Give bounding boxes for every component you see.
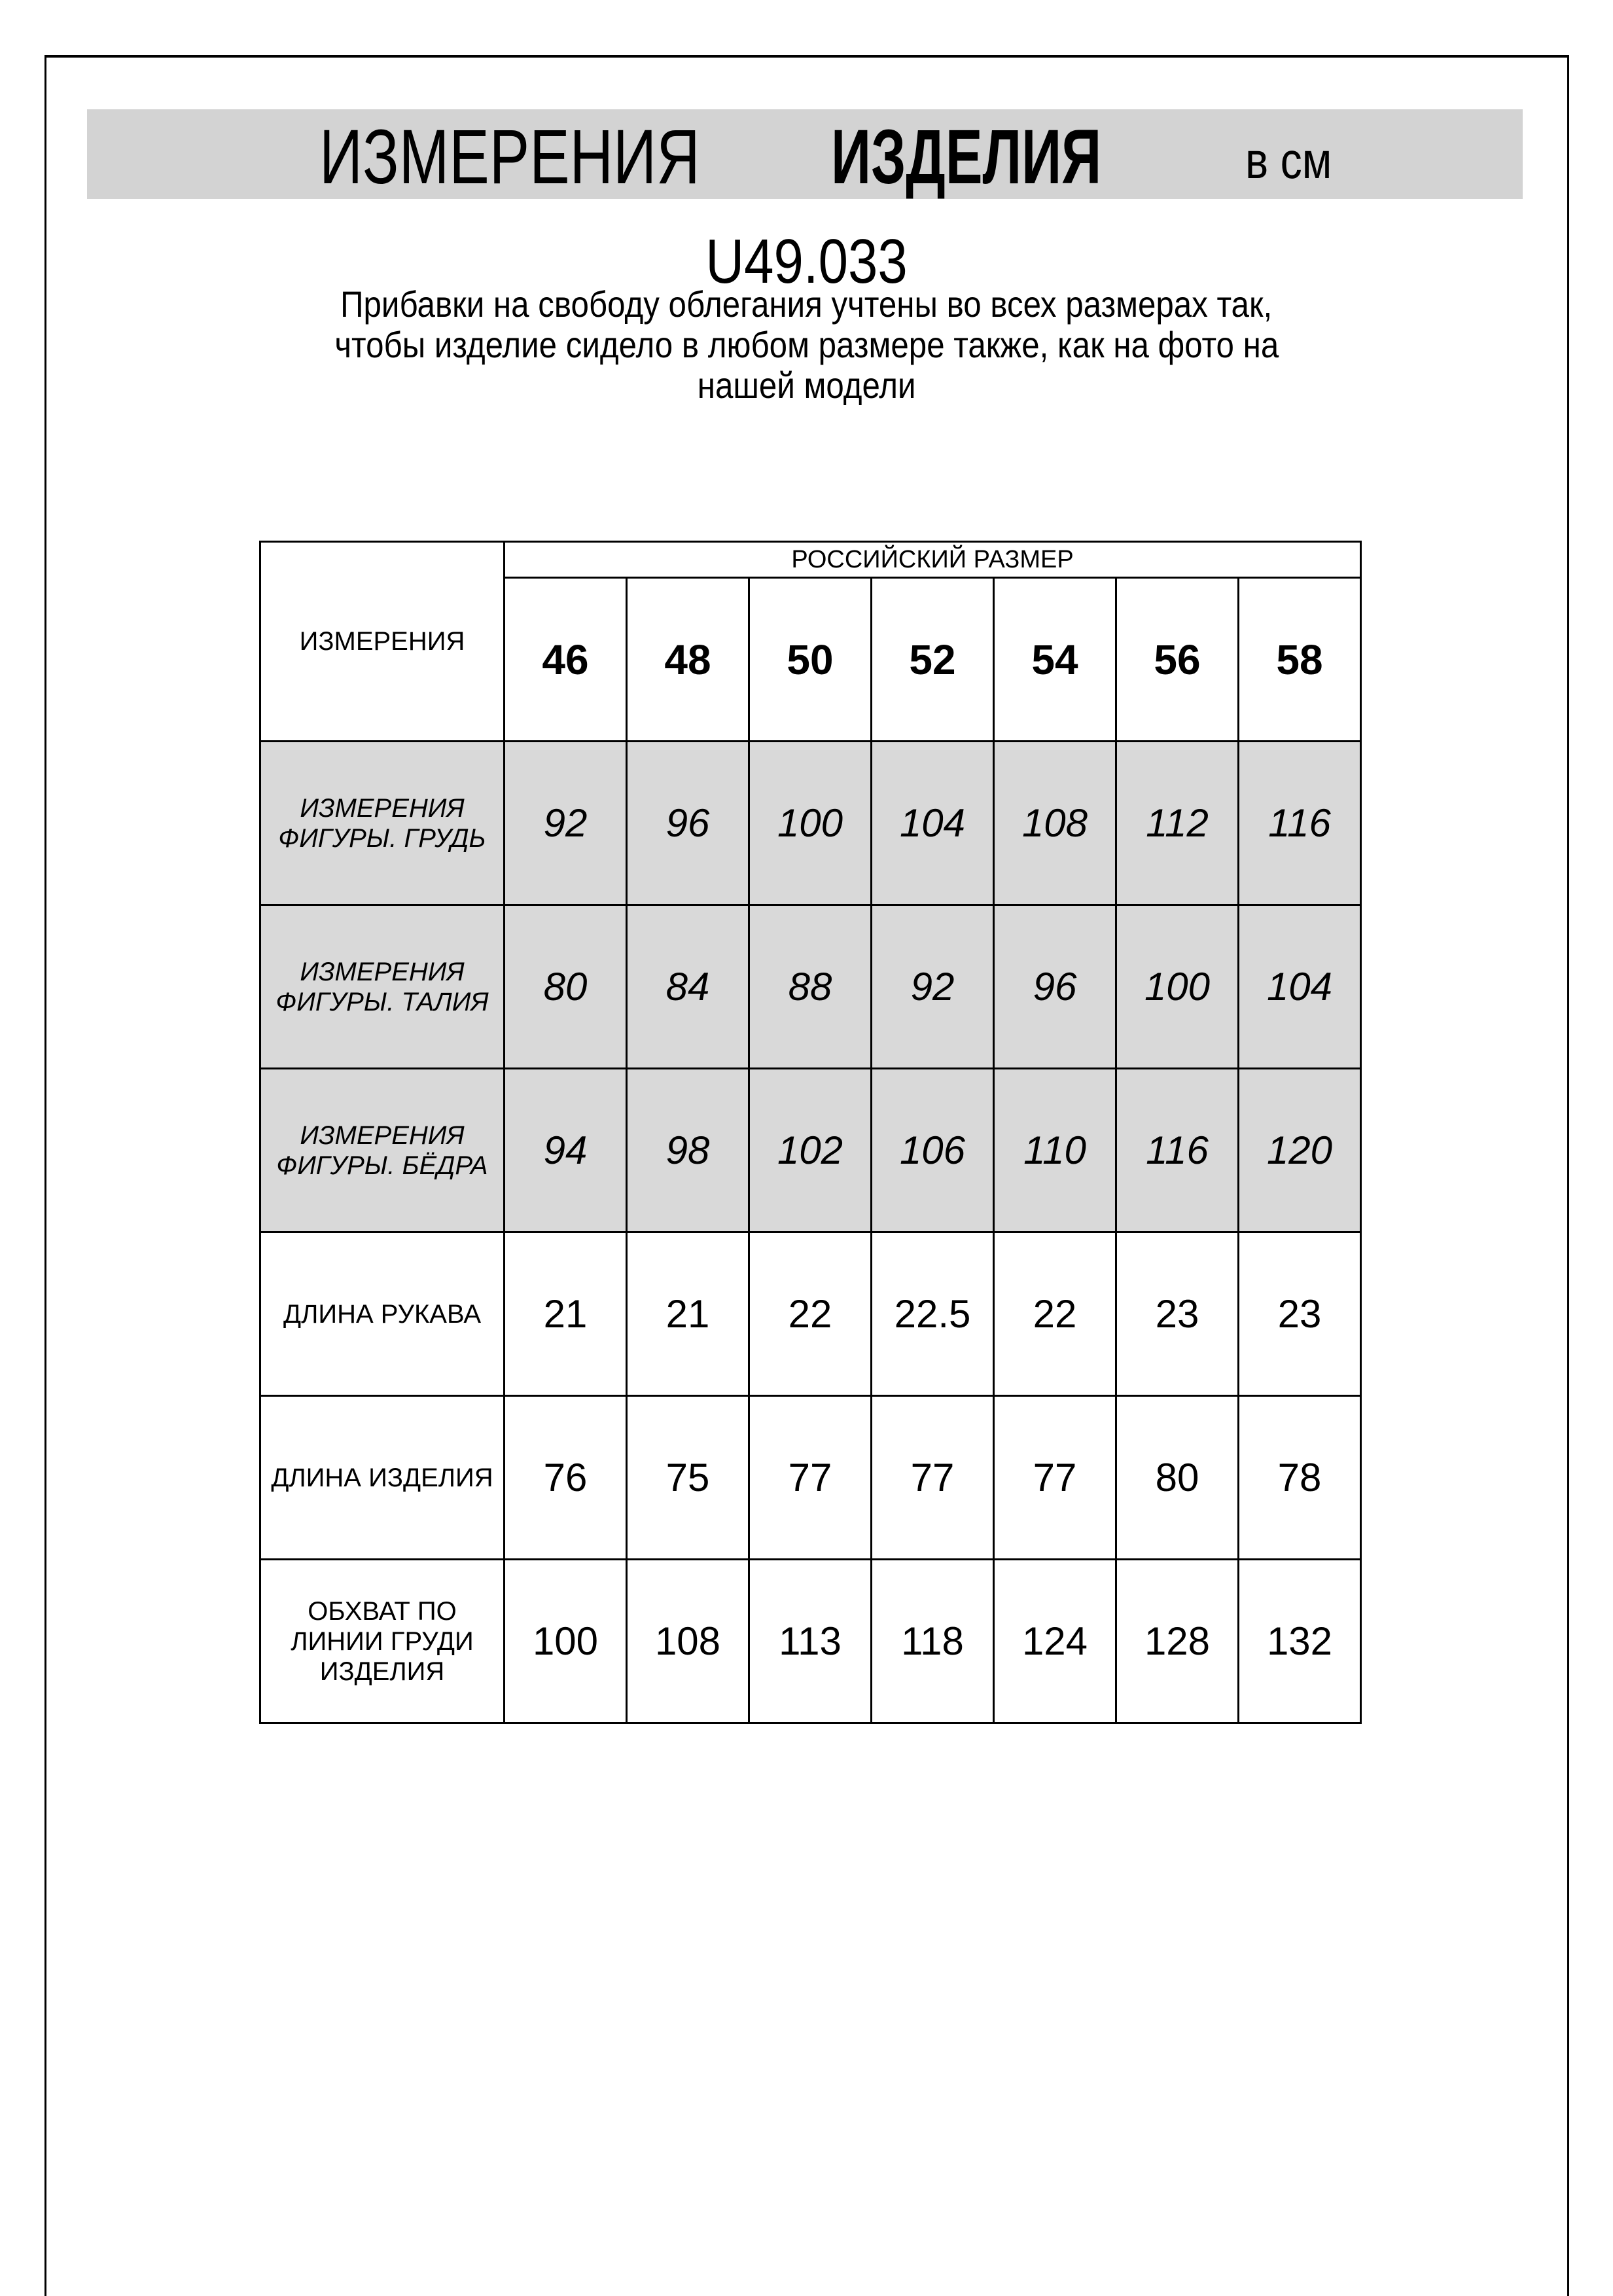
table-cell: 120 [1237, 1067, 1362, 1233]
row-label-line: ДЛИНА РУКАВА [283, 1299, 481, 1329]
table-row: ИЗМЕРЕНИЯ ФИГУРЫ. БЁДРА 94 98 102 106 110 116 12… [259, 1067, 1362, 1233]
table-cell: 98 [626, 1067, 750, 1233]
header-unit: в см [1245, 132, 1332, 189]
table-cell: 116 [1115, 1067, 1239, 1233]
table-cell: 100 [748, 740, 872, 906]
table-cell: 128 [1115, 1558, 1239, 1724]
table-row: ДЛИНА ИЗДЕЛИЯ 76 75 77 77 77 80 78 [259, 1395, 1362, 1560]
fit-note-line: чтобы изделие сидело в любом размере так… [334, 324, 1279, 365]
row-label-line: ФИГУРЫ. ГРУДЬ [278, 823, 486, 853]
table-cell: 92 [870, 904, 995, 1069]
table-cell: 124 [993, 1558, 1117, 1724]
row-label-line: ИЗМЕРЕНИЯ [300, 1121, 465, 1150]
table-cell: 118 [870, 1558, 995, 1724]
row-label: ДЛИНА ИЗДЕЛИЯ [259, 1395, 505, 1560]
table-row: ОБХВАТ ПО ЛИНИИ ГРУДИ ИЗДЕЛИЯ 100 108 113 118 1… [259, 1558, 1362, 1724]
table-cell: 108 [626, 1558, 750, 1724]
row-label: ОБХВАТ ПО ЛИНИИ ГРУДИ ИЗДЕЛИЯ [259, 1558, 505, 1724]
table-cell: 77 [870, 1395, 995, 1560]
header-title-regular: ИЗМЕРЕНИЯ [319, 114, 700, 200]
table-cell: 21 [626, 1231, 750, 1397]
size-header: 48 [626, 577, 750, 742]
row-label-line: ФИГУРЫ. БЁДРА [276, 1151, 488, 1180]
table-cell: 113 [748, 1558, 872, 1724]
product-code: U49.033 [705, 226, 908, 296]
fit-note-line: нашей модели [697, 365, 916, 406]
table-cell: 100 [503, 1558, 628, 1724]
table-cell: 112 [1115, 740, 1239, 906]
fit-note-line: Прибавки на свободу облегания учтены во … [340, 283, 1273, 325]
table-cell: 96 [626, 740, 750, 906]
table-cell: 104 [870, 740, 995, 906]
row-label: ИЗМЕРЕНИЯ ФИГУРЫ. ТАЛИЯ [259, 904, 505, 1069]
row-label: ИЗМЕРЕНИЯ ФИГУРЫ. ГРУДЬ [259, 740, 505, 906]
table-cell: 23 [1237, 1231, 1362, 1397]
row-label-line: ИЗМЕРЕНИЯ [300, 793, 465, 823]
size-header: 54 [993, 577, 1117, 742]
table-cell: 104 [1237, 904, 1362, 1069]
table-cell: 106 [870, 1067, 995, 1233]
table-cell: 102 [748, 1067, 872, 1233]
table-cell: 22.5 [870, 1231, 995, 1397]
table-cell: 80 [1115, 1395, 1239, 1560]
row-label-line: ОБХВАТ ПО [308, 1596, 457, 1626]
table-cell: 78 [1237, 1395, 1362, 1560]
row-label-line: ЛИНИИ ГРУДИ [291, 1626, 474, 1656]
page-border [44, 55, 1569, 2296]
size-header: 56 [1115, 577, 1239, 742]
header-title-bold: ИЗДЕЛИЯ [831, 114, 1102, 200]
table-cell: 76 [503, 1395, 628, 1560]
size-header: 46 [503, 577, 628, 742]
table-cell: 23 [1115, 1231, 1239, 1397]
row-label-line: ИЗМЕРЕНИЯ [300, 957, 465, 986]
table-cell: 116 [1237, 740, 1362, 906]
row-label: ИЗМЕРЕНИЯ ФИГУРЫ. БЁДРА [259, 1067, 505, 1233]
table-cell: 84 [626, 904, 750, 1069]
table-cell: 77 [993, 1395, 1117, 1560]
table-cell: 22 [748, 1231, 872, 1397]
table-cell: 21 [503, 1231, 628, 1397]
table-cell: 100 [1115, 904, 1239, 1069]
table-cell: 110 [993, 1067, 1117, 1233]
table-row: ИЗМЕРЕНИЯ ФИГУРЫ. ТАЛИЯ 80 84 88 92 96 100 104 [259, 904, 1362, 1069]
table-cell: 22 [993, 1231, 1117, 1397]
fit-note: Прибавки на свободу облегания учтены во … [0, 284, 1613, 406]
table-cell: 94 [503, 1067, 628, 1233]
table-cell: 77 [748, 1395, 872, 1560]
size-header: 50 [748, 577, 872, 742]
table-cell: 108 [993, 740, 1117, 906]
header-band [87, 109, 1523, 199]
size-header: 52 [870, 577, 995, 742]
table-cell: 96 [993, 904, 1117, 1069]
table-row: ДЛИНА РУКАВА 21 21 22 22.5 22 23 23 [259, 1231, 1362, 1397]
row-label-line: ДЛИНА ИЗДЕЛИЯ [271, 1463, 493, 1492]
table-cell: 75 [626, 1395, 750, 1560]
table-cell: 132 [1237, 1558, 1362, 1724]
size-group-label: РОССИЙСКИЙ РАЗМЕР [503, 541, 1362, 579]
corner-label: ИЗМЕРЕНИЯ [259, 541, 505, 742]
size-header: 58 [1237, 577, 1362, 742]
row-label: ДЛИНА РУКАВА [259, 1231, 505, 1397]
size-table: ИЗМЕРЕНИЯ РОССИЙСКИЙ РАЗМЕР 46 48 50 52 54 56… [259, 541, 1362, 1724]
table-cell: 92 [503, 740, 628, 906]
row-label-line: ФИГУРЫ. ТАЛИЯ [275, 987, 489, 1016]
row-label-line: ИЗДЕЛИЯ [319, 1657, 445, 1686]
table-cell: 88 [748, 904, 872, 1069]
table-cell: 80 [503, 904, 628, 1069]
table-row: ИЗМЕРЕНИЯ ФИГУРЫ. ГРУДЬ 92 96 100 104 108 112 11… [259, 740, 1362, 906]
